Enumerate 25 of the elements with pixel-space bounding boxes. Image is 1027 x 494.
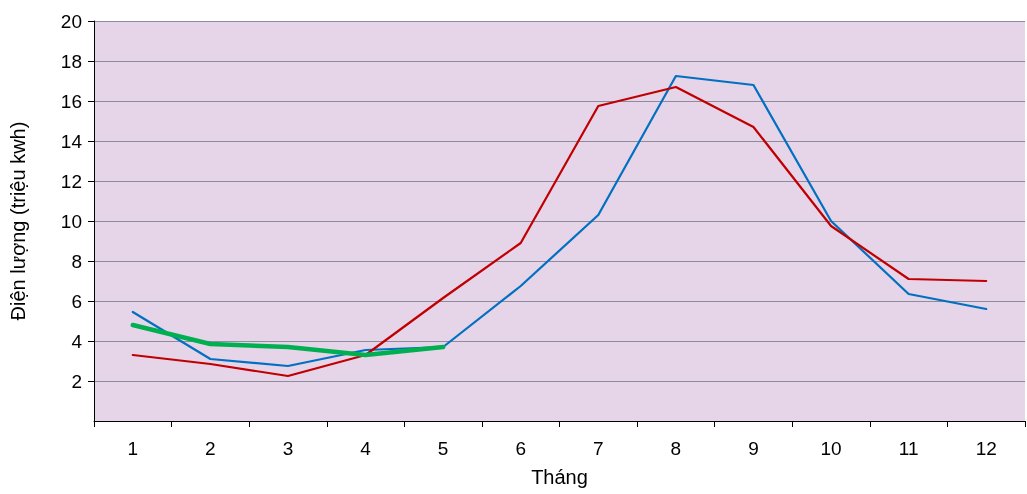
y-tick-label: 20 xyxy=(60,10,82,32)
x-tick-label: 1 xyxy=(127,438,139,459)
y-axis-title: Điện lượng (triệu kwh) xyxy=(7,121,29,321)
y-tick-label: 14 xyxy=(60,130,83,152)
y-tick-label: 8 xyxy=(71,250,82,272)
y-tick-label: 12 xyxy=(60,170,82,192)
x-tick-label: 4 xyxy=(360,438,372,459)
x-tick-label: 6 xyxy=(515,438,526,459)
x-tick-label: 9 xyxy=(748,438,759,459)
line-series xyxy=(130,322,446,358)
y-tick-label: 18 xyxy=(60,50,82,72)
y-tick-label: 6 xyxy=(71,290,82,312)
x-tick-label: 12 xyxy=(975,438,997,459)
y-tick-label: 2 xyxy=(71,370,82,392)
y-tick-label: 4 xyxy=(71,330,83,352)
x-tick-label: 10 xyxy=(820,438,842,459)
x-tick-label: 8 xyxy=(670,438,682,459)
x-axis-title: Tháng xyxy=(531,466,588,488)
x-tick-label: 11 xyxy=(898,438,919,459)
x-tick-label: 7 xyxy=(593,438,604,459)
y-tick-label: 10 xyxy=(60,210,82,232)
y-tick-label: 16 xyxy=(60,90,82,112)
x-tick-label: 2 xyxy=(205,438,216,459)
x-tick-label: 3 xyxy=(282,438,294,459)
x-tick-label: 5 xyxy=(437,438,449,459)
